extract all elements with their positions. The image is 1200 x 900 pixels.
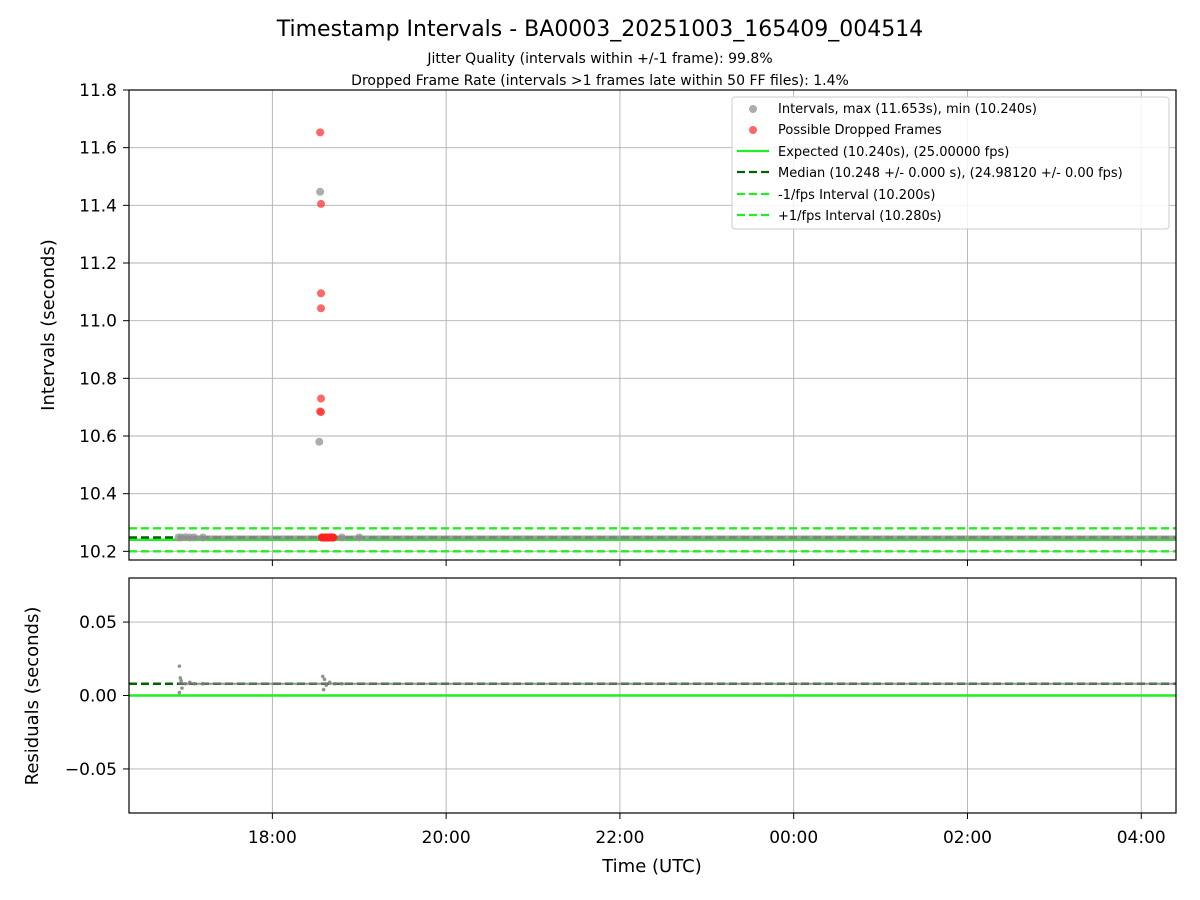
bottom-y-tick-label: −0.05: [65, 760, 117, 780]
top-dropped-frame-point: [317, 408, 326, 417]
x-tick-label: 20:00: [422, 828, 471, 848]
top-panel-frame: [128, 89, 1177, 561]
top-y-tick-label: 11.6: [79, 139, 117, 159]
chart-subtitle-dropped: Dropped Frame Rate (intervals >1 frames …: [351, 73, 849, 89]
bottom-y-tick-label: 0.05: [79, 613, 117, 633]
x-tick-label: 00:00: [769, 828, 818, 848]
top-y-axis-label: Intervals (seconds): [38, 239, 59, 411]
top-interval-point: [316, 187, 325, 196]
bottom-interval-point: [320, 674, 325, 679]
bottom-y-axis-label: Residuals (seconds): [22, 607, 43, 786]
x-tick-label: 22:00: [595, 828, 644, 848]
bottom-interval-point: [321, 687, 326, 692]
top-dropped-frame-point: [317, 304, 326, 313]
legend-label-expected: Expected (10.240s), (25.00000 fps): [778, 145, 1009, 160]
top-y-tick-label: 10.8: [79, 369, 117, 389]
legend-label-median: Median (10.248 +/- 0.000 s), (24.98120 +…: [778, 166, 1123, 181]
bottom-y-tick-label: 0.00: [79, 687, 117, 707]
top-y-tick-label: 11.0: [79, 312, 117, 332]
top-y-tick-label: 11.2: [79, 254, 117, 274]
x-axis-label: Time (UTC): [601, 856, 702, 877]
legend-label-plus-fps: +1/fps Interval (10.280s): [778, 209, 942, 224]
top-dropped-frame-point: [317, 289, 326, 298]
legend-marker-dropped: [749, 126, 757, 134]
legend-label-minus-fps: -1/fps Interval (10.200s): [778, 188, 935, 203]
top-y-tick-label: 10.4: [79, 485, 117, 505]
legend-box: [731, 96, 1170, 230]
top-y-tick-label: 11.4: [79, 196, 117, 216]
legend-label-dropped: Possible Dropped Frames: [778, 123, 942, 138]
bottom-interval-point: [180, 686, 184, 690]
top-dropped-frame-point: [317, 394, 326, 403]
bottom-interval-point: [179, 679, 183, 683]
legend-label-intervals: Intervals, max (11.653s), min (10.240s): [778, 102, 1037, 117]
legend: Intervals, max (11.653s), min (10.240s) …: [731, 96, 1170, 230]
legend-marker-intervals: [749, 105, 757, 113]
bottom-interval-point: [177, 664, 182, 668]
chart-title: Timestamp Intervals - BA0003_20251003_16…: [276, 17, 924, 42]
top-dropped-frame-point: [317, 199, 326, 208]
top-dropped-frame-point: [316, 128, 325, 137]
top-y-tick-label: 11.8: [79, 81, 117, 101]
top-panel: 10.2 10.4 10.6 10.8 11.0 11.2 11.4 11.6 11.8 Int…: [38, 81, 1177, 566]
bottom-panel: 18:00 20:00 22:00 00:00 02:00 04:00 −0.05 0.00 0…: [22, 577, 1177, 877]
bottom-interval-point: [322, 677, 327, 682]
chart-subtitle-jitter: Jitter Quality (intervals within +/-1 fr…: [426, 51, 772, 67]
bottom-interval-point: [178, 676, 183, 680]
top-y-tick-label: 10.2: [79, 542, 117, 562]
top-interval-point: [315, 437, 324, 446]
top-y-tick-label: 10.6: [79, 427, 117, 447]
x-tick-label: 02:00: [943, 828, 992, 848]
bottom-interval-point: [177, 690, 182, 695]
x-tick-label: 04:00: [1117, 828, 1166, 848]
x-tick-label: 18:00: [248, 828, 297, 848]
